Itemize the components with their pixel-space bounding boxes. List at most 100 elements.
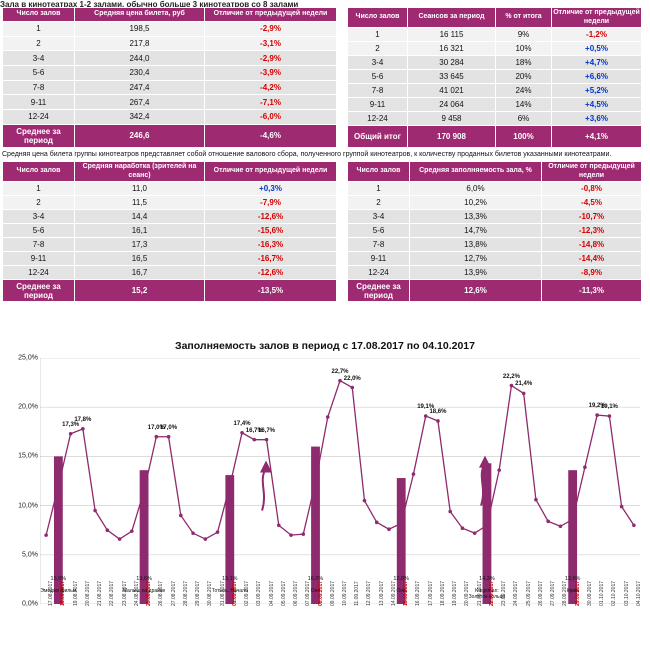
- x-tick-label: 05.09.2017: [280, 580, 287, 606]
- cell-delta: -7,1%: [204, 94, 337, 111]
- cell: 9-11: [347, 97, 408, 112]
- x-tick-label: 06.09.2017: [293, 580, 300, 606]
- table-row: 7-8 41 021 24% +5,2%: [347, 83, 642, 98]
- cell-delta: -12,3%: [541, 223, 642, 238]
- table-row: 1 198,5 -2,9%: [2, 21, 337, 37]
- table-row: 1 6,0% -0,8%: [347, 181, 642, 196]
- table-row: 5-6 230,4 -3,9%: [2, 65, 337, 81]
- cell-total: 100%: [495, 125, 552, 148]
- table-total-row: Среднее за период 15,2 -13,5%: [2, 279, 337, 302]
- data-point-label: 19,1%: [417, 404, 435, 411]
- cell: 5-6: [2, 65, 75, 81]
- cell-total: 12,6%: [409, 279, 542, 302]
- cell-delta: -0,8%: [541, 181, 642, 196]
- cell-delta: -3,1%: [204, 35, 337, 52]
- cell: 247,4: [74, 79, 205, 96]
- footnote: Средняя цена билета группы кинотеатров п…: [2, 151, 612, 158]
- cell: 3-4: [347, 55, 408, 70]
- cell: 1: [2, 181, 75, 196]
- cell: 13,3%: [409, 209, 542, 224]
- table-row: 5-6 16,1 -15,6%: [2, 223, 337, 238]
- occupancy-chart: Заполняемость залов в период с 17.08.201…: [0, 334, 650, 642]
- cell: 13,8%: [409, 237, 542, 252]
- cell: 12-24: [347, 265, 410, 280]
- cell-delta: -10,7%: [541, 209, 642, 224]
- table-occupancy: Число залов Средняя заполняемость зала, …: [347, 161, 642, 302]
- cell-total-delta: -11,3%: [541, 279, 642, 302]
- x-tick-label: 03.10.2017: [623, 580, 630, 606]
- cell: 7-8: [2, 79, 75, 96]
- table-row: 2 217,8 -3,1%: [2, 35, 337, 52]
- cell: 14,4: [74, 209, 205, 224]
- bar-value-label: 16,0%: [307, 576, 324, 582]
- cell-delta: -3,9%: [204, 65, 337, 81]
- table-row: 12-24 16,7 -12,6%: [2, 265, 337, 280]
- cell: 342,4: [74, 109, 205, 125]
- cell: 1: [347, 27, 408, 42]
- table-row: 7-8 17,3 -16,3%: [2, 237, 337, 252]
- cell-total-label: Среднее за период: [2, 123, 75, 149]
- cell-delta: +0,3%: [204, 181, 337, 196]
- cell-delta: -8,9%: [541, 265, 642, 280]
- col-header: Отличие от предыдущей недели: [204, 161, 337, 182]
- table-row: 9-11 24 064 14% +4,5%: [347, 97, 642, 112]
- cell-delta: -6,0%: [204, 109, 337, 125]
- x-tick-label: 09.09.2017: [329, 580, 336, 606]
- table-row: 5-6 14,7% -12,3%: [347, 223, 642, 238]
- cell: 217,8: [74, 35, 205, 52]
- cell-delta: -1,2%: [551, 27, 642, 42]
- y-tick-label: 10,0%: [18, 502, 38, 510]
- cell: 3-4: [2, 50, 75, 67]
- cell: 12,7%: [409, 251, 542, 266]
- cell-delta: -2,9%: [204, 50, 337, 67]
- cell: 16,7: [74, 265, 205, 280]
- data-point-label: 17,0%: [147, 424, 165, 431]
- table-average-output: Число залов Средняя наработка (зрителей …: [2, 161, 337, 302]
- x-tick-label: 12.09.2017: [366, 580, 373, 606]
- cell-delta: +3,6%: [551, 111, 642, 126]
- y-axis-tick-labels: 0,0% 5,0% 10,0% 15,0% 20,0% 25,0%: [8, 355, 40, 608]
- x-tick-label: 13.09.2017: [378, 580, 385, 606]
- cell: 12-24: [2, 109, 75, 125]
- cell: 9-11: [347, 251, 410, 266]
- y-tick-label: 15,0%: [18, 452, 38, 460]
- cell-delta: -16,3%: [204, 237, 337, 252]
- cell: 10,2%: [409, 195, 542, 210]
- cell: 244,0: [74, 50, 205, 67]
- cell: 267,4: [74, 94, 205, 111]
- cell: 16 115: [407, 27, 496, 42]
- cell-delta: +4,7%: [551, 55, 642, 70]
- col-header: Отличие от предыдущей недели: [551, 7, 642, 28]
- table-total-row: Среднее за период 246,6 -4,6%: [2, 123, 337, 149]
- col-header: Средняя наработка (зрителей на сеанс): [74, 161, 205, 182]
- col-header: Отличие от предыдущей недели: [204, 7, 337, 22]
- cell-delta: -4,2%: [204, 79, 337, 96]
- col-header: Число залов: [347, 161, 410, 182]
- cell: 1: [2, 21, 75, 37]
- data-point-label: 19,1%: [600, 404, 618, 411]
- bar-film-label: Kingsman: Золотое кольцо: [468, 588, 506, 600]
- cell: 2: [2, 35, 75, 52]
- cell-total: 15,2: [74, 279, 205, 302]
- chart-svg: [40, 358, 640, 604]
- cell: 2: [347, 41, 408, 56]
- cell-delta: -16,7%: [204, 251, 337, 266]
- y-tick-label: 5,0%: [22, 551, 38, 559]
- table-row: 9-11 12,7% -14,4%: [347, 251, 642, 266]
- bar-value-label: 13,1%: [221, 576, 238, 582]
- cell: 30 284: [407, 55, 496, 70]
- bar-value-label: 13,6%: [564, 576, 581, 582]
- cell-delta: -12,6%: [204, 265, 337, 280]
- col-header: % от итога: [495, 7, 552, 28]
- table-row: 3-4 30 284 18% +4,7%: [347, 55, 642, 70]
- x-axis-tick-labels: 17.08.2017 18.08.2017 19.08.2017 20.08.2017…: [40, 581, 642, 666]
- cell: 3-4: [2, 209, 75, 224]
- bar-film-label: Крим: [566, 588, 579, 594]
- bar-value-label: 15,0%: [50, 576, 67, 582]
- bar-film-label: Оно: [310, 588, 321, 594]
- x-tick-label: 24.09.2017: [513, 580, 520, 606]
- cell: 7-8: [347, 83, 408, 98]
- x-tick-label: 19.09.2017: [452, 580, 459, 606]
- cell: 9-11: [2, 94, 75, 111]
- bar-film-label: Малыш на драйве: [122, 588, 166, 594]
